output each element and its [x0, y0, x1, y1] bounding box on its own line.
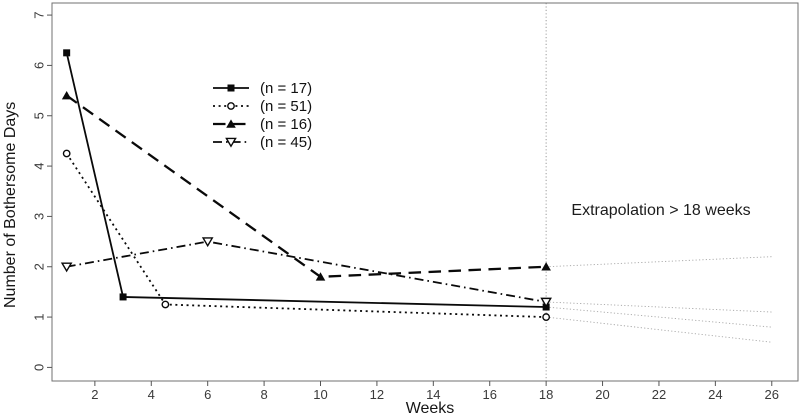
- open-circle-icon: [227, 102, 235, 110]
- series-17-marker: [119, 293, 127, 301]
- legend-label: (n = 16): [260, 115, 313, 133]
- legend-item: (n = 45): [212, 133, 312, 151]
- legend-line-sample-filled-square: [213, 84, 249, 92]
- legend-item: (n = 16): [212, 115, 312, 133]
- series-51-line: [65, 153, 547, 318]
- legend-label: (n = 51): [260, 97, 313, 115]
- extrapolation-line-nnnnn16n: [546, 256, 772, 268]
- x-tick-label: 26: [765, 387, 779, 402]
- x-tick-label: 20: [595, 387, 609, 402]
- extrapolation-line-nnnnn51n: [546, 316, 772, 343]
- x-tick-label: 6: [204, 387, 211, 402]
- x-tick-label: 14: [426, 387, 440, 402]
- y-tick-label: 7: [31, 11, 46, 18]
- y-tick-label: 5: [31, 112, 46, 119]
- y-tick-label: 4: [31, 162, 46, 169]
- extrapolation-annotation: Extrapolation > 18 weeks: [571, 202, 751, 219]
- series-51-marker: [62, 149, 71, 158]
- open-triangle-down-icon: [225, 137, 237, 148]
- filled-square-icon: [227, 84, 235, 92]
- series-45-marker: [201, 237, 214, 248]
- series-17-marker: [63, 49, 71, 57]
- plot-border: [51, 2, 799, 382]
- extrapolation-line-nnnnn45n: [546, 301, 772, 313]
- legend-line-sample-filled-triangle-up: [213, 119, 249, 128]
- x-tick-label: 8: [260, 387, 267, 402]
- series-45-marker: [60, 262, 73, 273]
- series-16-marker: [61, 91, 72, 100]
- filled-triangle-up-icon: [226, 119, 236, 128]
- series-45-marker: [540, 297, 552, 308]
- y-tick-label: 6: [31, 62, 46, 69]
- x-tick-label: 10: [313, 387, 327, 402]
- legend-line-sample-open-triangle-down: [213, 137, 249, 148]
- series-51-marker: [542, 313, 551, 321]
- y-tick-label: 0: [31, 364, 46, 371]
- legend-label: (n = 17): [260, 79, 313, 97]
- x-tick-label: 4: [148, 387, 155, 402]
- x-tick-label: 24: [708, 387, 722, 402]
- extrapolation-line-nnnnn17n: [546, 306, 772, 328]
- legend: (n = 17) (n = 51) (n = 16) (n = 45): [212, 79, 312, 151]
- x-axis-title: Weeks: [405, 400, 455, 417]
- x-tick-label: 18: [539, 387, 553, 402]
- legend-item: (n = 51): [212, 97, 312, 115]
- series-16-marker: [315, 272, 326, 281]
- legend-item: (n = 17): [212, 79, 312, 97]
- y-axis-title: Number of Bothersome Days: [2, 101, 19, 309]
- y-tick-label: 3: [31, 213, 46, 220]
- y-tick-label: 2: [31, 263, 46, 270]
- legend-line-sample-open-circle: [213, 102, 249, 110]
- series-45-line: [66, 240, 547, 303]
- y-tick-label: 1: [31, 313, 46, 320]
- legend-label: (n = 45): [260, 133, 313, 151]
- series-16-marker: [541, 262, 551, 271]
- x-tick-label: 12: [370, 387, 384, 402]
- x-tick-label: 22: [652, 387, 666, 402]
- x-tick-label: 2: [91, 387, 98, 402]
- series-51-marker: [161, 300, 170, 309]
- x-tick-label: 16: [482, 387, 496, 402]
